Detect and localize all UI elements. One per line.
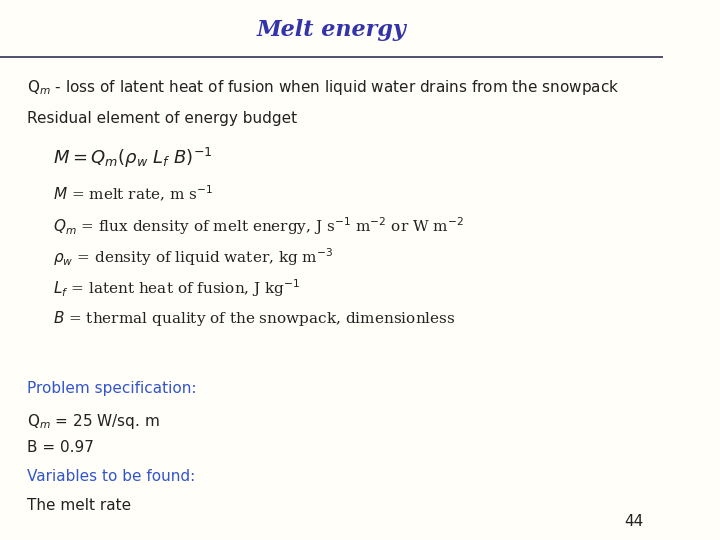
Text: $L_f$ = latent heat of fusion, J kg$^{-1}$: $L_f$ = latent heat of fusion, J kg$^{-1… bbox=[53, 278, 300, 299]
Text: Variables to be found:: Variables to be found: bbox=[27, 469, 195, 484]
Text: Melt energy: Melt energy bbox=[257, 19, 407, 41]
Text: Q$_m$ - loss of latent heat of fusion when liquid water drains from the snowpack: Q$_m$ - loss of latent heat of fusion wh… bbox=[27, 78, 619, 97]
Text: B = 0.97: B = 0.97 bbox=[27, 440, 94, 455]
Text: $Q_m$ = flux density of melt energy, J s$^{-1}$ m$^{-2}$ or W m$^{-2}$: $Q_m$ = flux density of melt energy, J s… bbox=[53, 215, 464, 237]
Text: The melt rate: The melt rate bbox=[27, 498, 130, 514]
Text: Problem specification:: Problem specification: bbox=[27, 381, 196, 396]
Text: 44: 44 bbox=[624, 514, 644, 529]
Text: $M$ = melt rate, m s$^{-1}$: $M$ = melt rate, m s$^{-1}$ bbox=[53, 184, 213, 204]
Text: $\rho_w$ = density of liquid water, kg m$^{-3}$: $\rho_w$ = density of liquid water, kg m… bbox=[53, 246, 333, 268]
Text: Residual element of energy budget: Residual element of energy budget bbox=[27, 111, 297, 126]
Text: Q$_m$ = 25 W/sq. m: Q$_m$ = 25 W/sq. m bbox=[27, 412, 159, 431]
Text: $B$ = thermal quality of the snowpack, dimensionless: $B$ = thermal quality of the snowpack, d… bbox=[53, 309, 456, 328]
Text: $M = Q_m(\rho_w\ L_f\ B)^{-1}$: $M = Q_m(\rho_w\ L_f\ B)^{-1}$ bbox=[53, 146, 212, 170]
